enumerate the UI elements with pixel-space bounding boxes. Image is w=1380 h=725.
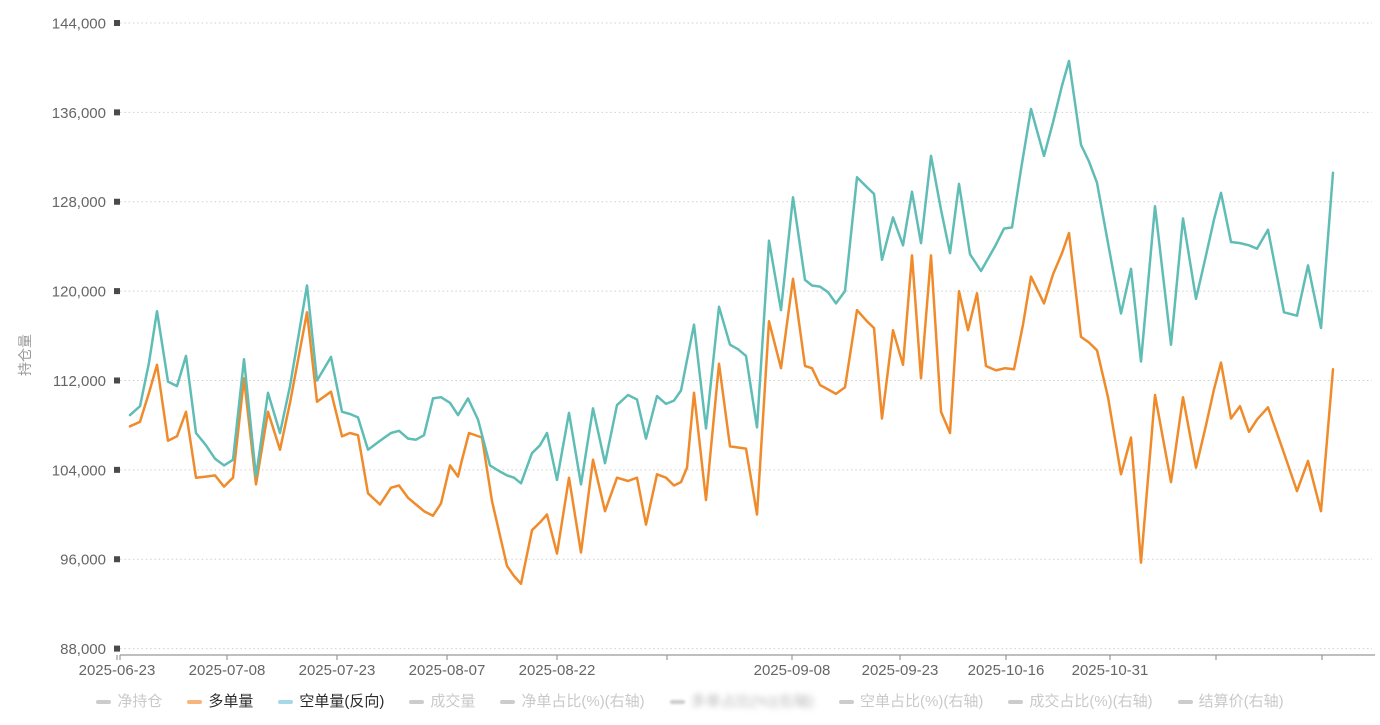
series-line-long: [128, 231, 1335, 586]
y-tick-square: [114, 288, 120, 295]
legend-item-结算价(右轴)[interactable]: 结算价(右轴): [1177, 691, 1284, 713]
y-tick-label: 104,000: [52, 462, 106, 479]
legend-item-空单量(反向)[interactable]: 空单量(反向): [278, 691, 384, 713]
y-tick-label: 120,000: [52, 284, 106, 301]
legend-bar: 净持仓 多单量 空单量(反向) 成交量 净单占比(%)(右轴) 多单占比(%)(右轴) 空单…: [0, 691, 1380, 713]
legend-marker-icon: [669, 700, 685, 704]
legend-item-多单占比(%)(右轴)[interactable]: 多单占比(%)(右轴): [669, 691, 815, 713]
legend-marker-icon: [839, 700, 855, 704]
y-tick-square: [114, 466, 120, 473]
x-tick-label: 2025-08-07: [409, 662, 486, 679]
y-tick-label: 128,000: [52, 194, 106, 211]
legend-item-label: 成交量: [430, 693, 476, 710]
y-tick-label: 112,000: [53, 373, 106, 390]
legend-item-label: 结算价(右轴): [1198, 693, 1284, 710]
series-line-short-reversed: [128, 59, 1335, 486]
legend-item-净单占比(%)(右轴)[interactable]: 净单占比(%)(右轴): [500, 691, 645, 713]
legend-marker-icon: [500, 700, 516, 704]
legend-item-label: 空单量(反向): [299, 693, 385, 710]
legend-item-label: 多单量: [208, 693, 254, 710]
legend-item-净持仓[interactable]: 净持仓: [96, 691, 162, 713]
legend-item-label: 净单占比(%)(右轴): [521, 693, 645, 710]
legend-item-成交占比(%)(右轴)[interactable]: 成交占比(%)(右轴): [1008, 691, 1153, 713]
y-tick-label: 88,000: [60, 641, 106, 658]
x-tick-label: 2025-09-23: [862, 662, 939, 679]
legend-marker-icon: [96, 700, 112, 704]
legend-item-成交量[interactable]: 成交量: [409, 691, 475, 713]
legend-item-多单量[interactable]: 多单量: [187, 691, 253, 713]
legend-item-label: 成交占比(%)(右轴): [1029, 693, 1153, 710]
x-tick-label: 2025-10-31: [1072, 662, 1149, 679]
x-tick-label: 2025-07-23: [299, 662, 376, 679]
y-tick-label: 144,000: [52, 16, 106, 33]
y-tick-label: 136,000: [52, 105, 106, 122]
legend-marker-icon: [409, 700, 425, 704]
x-tick-label: 2025-09-08: [754, 662, 831, 679]
legend-item-label: 空单占比(%)(右轴): [860, 693, 984, 710]
y-tick-square: [114, 377, 120, 384]
y-axis-title: 持仓量: [17, 334, 33, 376]
x-tick-label: 2025-07-08: [189, 662, 266, 679]
grid-layer: [120, 22, 1372, 650]
y-tick-square: [114, 198, 120, 205]
y-tick-square: [114, 109, 120, 116]
y-tick-label: 96,000: [60, 552, 106, 569]
legend-marker-icon: [278, 700, 294, 704]
x-tick-label: 2025-08-22: [519, 662, 596, 679]
x-tick-label: 2025-10-16: [968, 662, 1045, 679]
y-tick-square: [114, 556, 120, 563]
legend-item-空单占比(%)(右轴)[interactable]: 空单占比(%)(右轴): [839, 691, 983, 713]
x-tick-label: 2025-06-23: [79, 662, 156, 679]
legend-marker-icon: [1177, 700, 1193, 704]
legend-marker-icon: [187, 700, 203, 704]
y-tick-square: [114, 645, 120, 652]
axis-layer: 144,000 136,000 128,000 120,000 112,000 104,0…: [52, 16, 1375, 679]
legend-item-label: 净持仓: [117, 693, 163, 710]
y-tick-square: [114, 20, 120, 26]
series-layer: [128, 59, 1335, 586]
legend-marker-icon: [1008, 700, 1024, 704]
legend-item-label: 多单占比(%)(右轴): [690, 693, 815, 710]
